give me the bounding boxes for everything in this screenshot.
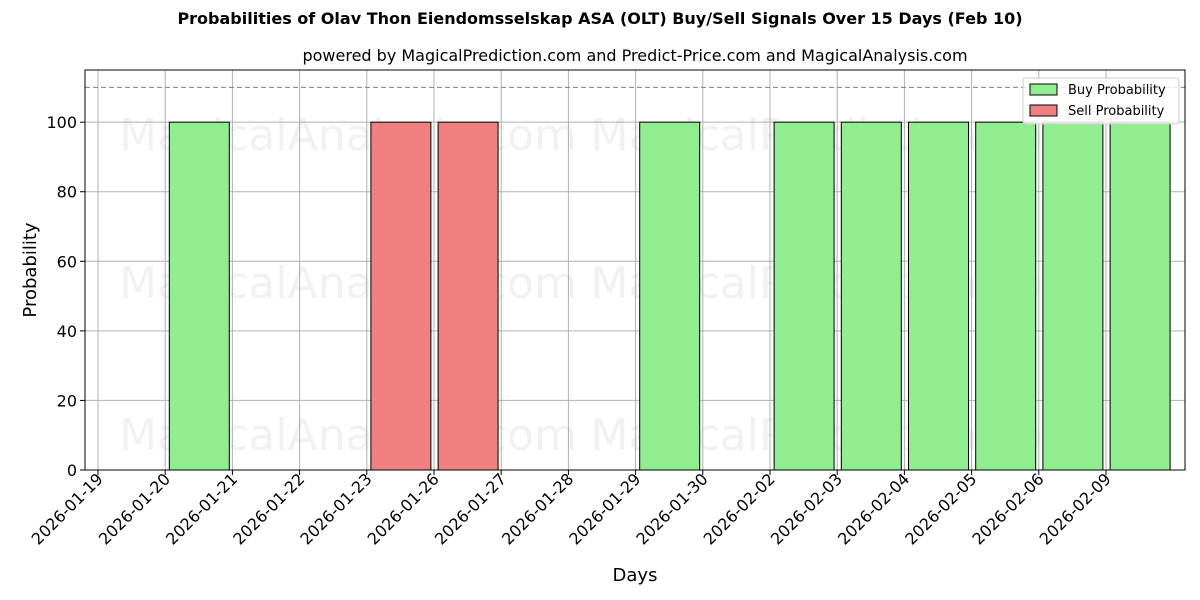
chart-title: Probabilities of Olav Thon Eiendomsselsk… — [177, 9, 1023, 28]
y-tick-label: 80 — [57, 183, 77, 202]
x-tick-label: 2026-02-03 — [767, 469, 846, 548]
x-tick-label: 2026-01-19 — [28, 469, 107, 548]
y-tick-label: 40 — [57, 322, 77, 341]
x-tick-label: 2026-02-02 — [700, 469, 779, 548]
buy-bar — [1042, 121, 1104, 471]
x-tick-label: 2026-01-23 — [296, 469, 375, 548]
buy-bar — [908, 121, 969, 471]
y-tick-label: 20 — [57, 391, 77, 410]
x-tick-label: 2026-02-04 — [834, 469, 913, 548]
x-tick-label: 2026-02-05 — [901, 469, 980, 548]
x-tick-label: 2026-01-26 — [364, 469, 443, 548]
y-tick-label: 0 — [67, 461, 77, 480]
buy-bar — [975, 121, 1037, 471]
x-tick-label: 2026-01-27 — [431, 469, 510, 548]
sell-bar — [370, 121, 432, 471]
legend-box — [1022, 77, 1180, 125]
y-tick-label: 100 — [46, 113, 77, 132]
bar-layer — [168, 121, 1171, 471]
x-tick-label: 2026-01-22 — [229, 469, 308, 548]
x-tick-label: 2026-01-30 — [632, 469, 711, 548]
legend: Buy Probability Sell Probability — [1022, 77, 1180, 125]
sell-bar — [437, 121, 499, 471]
x-axis-label: Days — [613, 565, 658, 586]
x-tick-label: 2026-01-28 — [498, 469, 577, 548]
buy-bar — [639, 121, 701, 471]
legend-swatch-buy — [1029, 83, 1058, 96]
x-tick-label: 2026-01-29 — [565, 469, 644, 548]
x-tick-label: 2026-01-20 — [95, 469, 174, 548]
x-tick-label: 2026-02-09 — [1036, 469, 1115, 548]
plot-frame — [84, 69, 1186, 471]
chart-subtitle: powered by MagicalPrediction.com and Pre… — [302, 46, 968, 65]
buy-bar — [1109, 121, 1171, 471]
x-tick-label: 2026-02-06 — [968, 469, 1047, 548]
buy-bar — [840, 121, 902, 471]
buy-bar — [773, 121, 835, 471]
y-tick-label: 60 — [57, 252, 77, 271]
x-tick-label: 2026-01-21 — [162, 469, 241, 548]
legend-swatch-sell — [1029, 104, 1058, 117]
legend-label-buy: Buy Probability — [1068, 83, 1166, 98]
legend-label-sell: Sell Probability — [1068, 104, 1165, 119]
buy-bar — [168, 121, 230, 471]
y-axis-label: Probability — [20, 222, 41, 317]
